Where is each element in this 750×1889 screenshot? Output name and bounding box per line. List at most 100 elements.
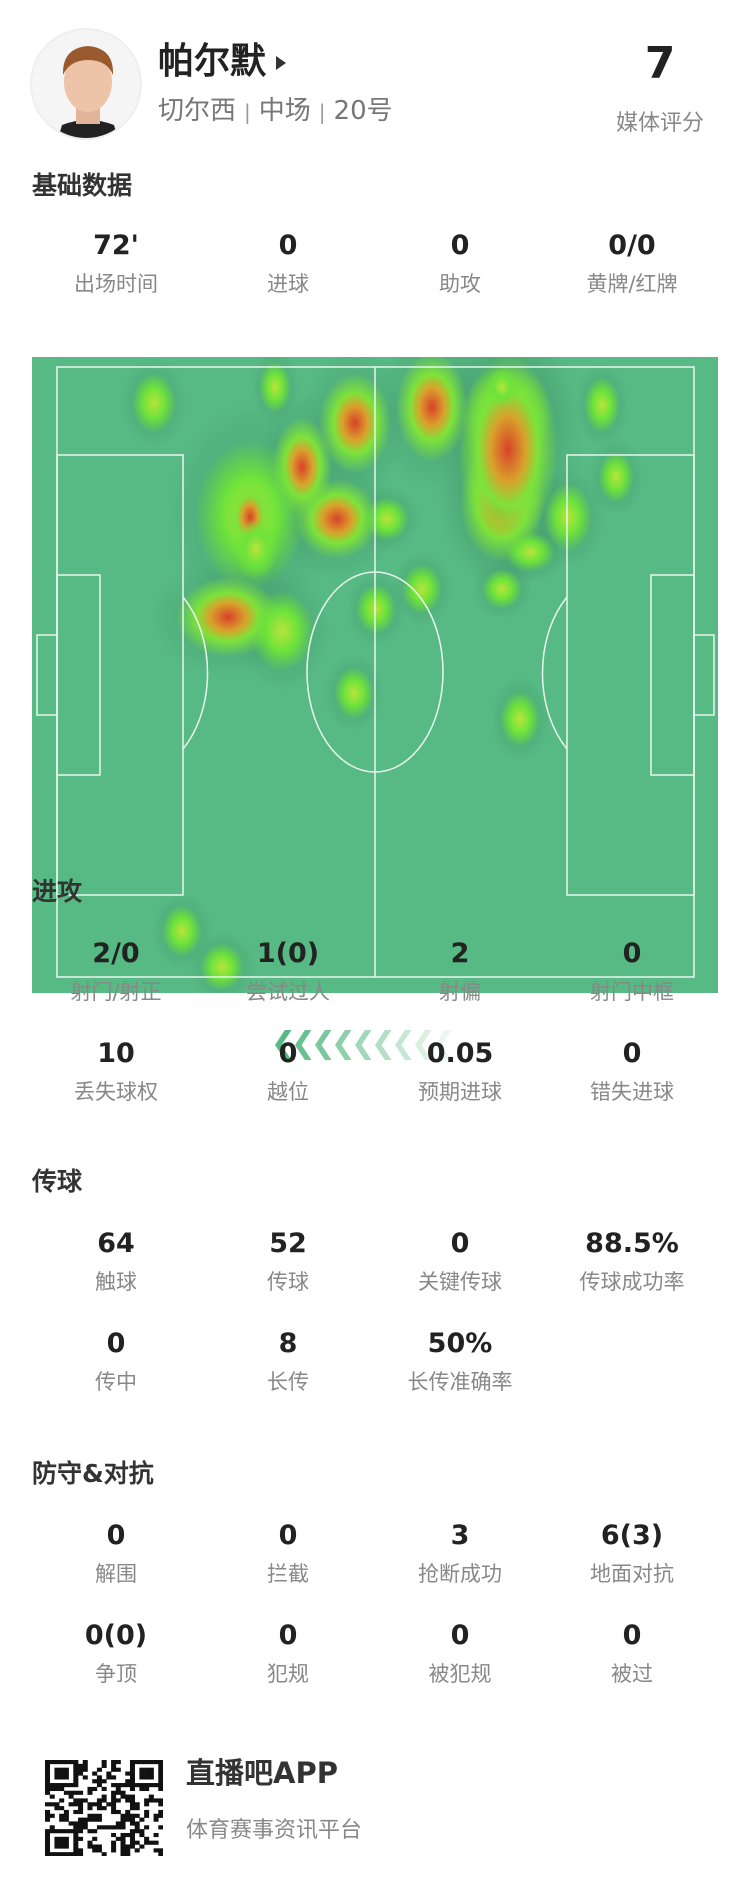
stat-label: 长传 xyxy=(267,1370,309,1394)
attack-stats-row: 2/0 射门/射正 1(0) 尝试过人 2 射偏 0 射门中框 xyxy=(30,936,718,1006)
stat-value: 0 xyxy=(278,230,298,261)
divider: | xyxy=(318,100,326,124)
avatar[interactable] xyxy=(30,28,142,140)
heat-spot xyxy=(500,691,540,747)
app-tagline: 体育赛事资讯平台 xyxy=(186,1818,363,1843)
stat-label: 被过 xyxy=(611,1662,653,1686)
stat-defense: 3 抢断成功 xyxy=(374,1518,546,1588)
app-name: 直播吧APP xyxy=(186,1756,338,1790)
stat-label: 关键传球 xyxy=(418,1270,502,1294)
stat-defense: 0 解围 xyxy=(30,1518,202,1588)
stat-defense: 0(0) 争顶 xyxy=(30,1618,202,1688)
player-name[interactable]: 帕尔默 xyxy=(158,32,287,84)
stat-passing: 0 关键传球 xyxy=(374,1226,546,1296)
stat-value: 0(0) xyxy=(84,1620,148,1651)
stat-passing: 8 长传 xyxy=(202,1326,374,1396)
stat-value: 0 xyxy=(622,1620,642,1651)
stat-label: 射偏 xyxy=(439,980,481,1004)
stat-label: 射门/射正 xyxy=(70,980,162,1004)
heat-spot xyxy=(250,591,314,671)
stat-attack: 2 射偏 xyxy=(374,936,546,1006)
stat-defense: 6(3) 地面对抗 xyxy=(546,1518,718,1588)
rating-value: 7 xyxy=(644,38,676,89)
divider: | xyxy=(244,100,251,124)
heat-spot xyxy=(505,532,555,572)
section-title-defense: 防守&对抗 xyxy=(32,1459,154,1488)
stat-label: 传中 xyxy=(95,1370,137,1394)
player-meta: 切尔西 | 中场 | 20号 xyxy=(158,90,393,127)
stat-label: 预期进球 xyxy=(418,1080,502,1104)
pitch-lines xyxy=(36,366,715,978)
stat-value: 72' xyxy=(93,230,139,261)
heat-spot xyxy=(319,373,391,473)
stat-passing: 52 传球 xyxy=(202,1226,374,1296)
heat-spot xyxy=(544,483,592,551)
stat-value: 0/0 xyxy=(608,230,656,261)
qr-code-icon[interactable] xyxy=(45,1760,164,1857)
stat-basic: 0 进球 xyxy=(202,228,374,298)
stat-value: 10 xyxy=(97,1038,135,1069)
stat-value: 0 xyxy=(278,1620,298,1651)
team: 切尔西 xyxy=(158,96,237,126)
player-name-text: 帕尔默 xyxy=(158,41,267,82)
stat-value: 2 xyxy=(450,938,470,969)
stat-label: 传球成功率 xyxy=(579,1270,685,1294)
passing-stats-row: 64 触球 52 传球 0 关键传球 88.5% 传球成功率 xyxy=(30,1226,718,1296)
heat-spot xyxy=(598,451,634,503)
stat-attack: 0 越位 xyxy=(202,1036,374,1106)
stat-value: 2/0 xyxy=(92,938,140,969)
stat-defense: 0 被过 xyxy=(546,1618,718,1688)
stat-label: 争顶 xyxy=(95,1662,137,1686)
stat-attack: 0.05 预期进球 xyxy=(374,1036,546,1106)
stat-label: 传球 xyxy=(267,1270,309,1294)
stat-value: 0 xyxy=(450,230,470,261)
player-photo-icon xyxy=(32,30,140,138)
stat-value: 0 xyxy=(622,1038,642,1069)
heatmap-svg xyxy=(36,357,715,993)
basic-stats-row: 72' 出场时间 0 进球 0 助攻 0/0 黄牌/红牌 xyxy=(30,228,718,298)
heat-spot xyxy=(200,943,244,991)
stat-passing: 50% 长传准确率 xyxy=(374,1326,546,1396)
stat-label: 进球 xyxy=(267,272,309,296)
stat-label: 助攻 xyxy=(439,272,481,296)
stat-value: 0 xyxy=(106,1520,126,1551)
stat-defense: 0 拦截 xyxy=(202,1518,374,1588)
stat-passing: 0 传中 xyxy=(30,1326,202,1396)
stat-value: 0 xyxy=(450,1228,470,1259)
attack-stats-row: 10 丢失球权 0 越位 0.05 预期进球 0 错失进球 xyxy=(30,1036,718,1106)
stat-label: 被犯规 xyxy=(428,1662,492,1686)
shirt-number: 20号 xyxy=(333,96,393,126)
defense-stats-row: 0(0) 争顶 0 犯规 0 被犯规 0 被过 xyxy=(30,1618,718,1688)
stat-value: 0 xyxy=(278,1520,298,1551)
stat-label: 尝试过人 xyxy=(246,980,330,1004)
stat-value: 0 xyxy=(622,938,642,969)
attack-direction xyxy=(275,1030,455,1060)
heat-spot xyxy=(132,373,176,433)
stat-attack: 0 错失进球 xyxy=(546,1036,718,1106)
stat-label: 解围 xyxy=(95,1562,137,1586)
stat-defense: 0 被犯规 xyxy=(374,1618,546,1688)
heat-spot xyxy=(458,357,558,544)
heat-spot xyxy=(486,367,518,407)
stat-label: 犯规 xyxy=(267,1662,309,1686)
heat-spot xyxy=(295,479,379,559)
passing-stats-row: 0 传中 8 长传 50% 长传准确率 xyxy=(30,1326,718,1396)
stat-label: 抢断成功 xyxy=(418,1562,502,1586)
stat-basic: 0 助攻 xyxy=(374,228,546,298)
stat-value: 1(0) xyxy=(256,938,320,969)
section-title-attack: 进攻 xyxy=(32,877,83,906)
heat-spot xyxy=(259,361,291,413)
stat-value: 8 xyxy=(278,1328,298,1359)
stat-value: 3 xyxy=(450,1520,470,1551)
stat-attack: 2/0 射门/射正 xyxy=(30,936,202,1006)
heat-spot xyxy=(396,357,468,462)
stat-label: 越位 xyxy=(267,1080,309,1104)
stat-label: 出场时间 xyxy=(74,272,158,296)
heat-spot xyxy=(365,497,409,541)
stat-defense: 0 犯规 xyxy=(202,1618,374,1688)
stat-passing: 64 触球 xyxy=(30,1226,202,1296)
stat-label: 黄牌/红牌 xyxy=(586,272,678,296)
heat-spot xyxy=(356,584,396,634)
heat-spot xyxy=(584,377,620,433)
stat-attack: 10 丢失球权 xyxy=(30,1036,202,1106)
